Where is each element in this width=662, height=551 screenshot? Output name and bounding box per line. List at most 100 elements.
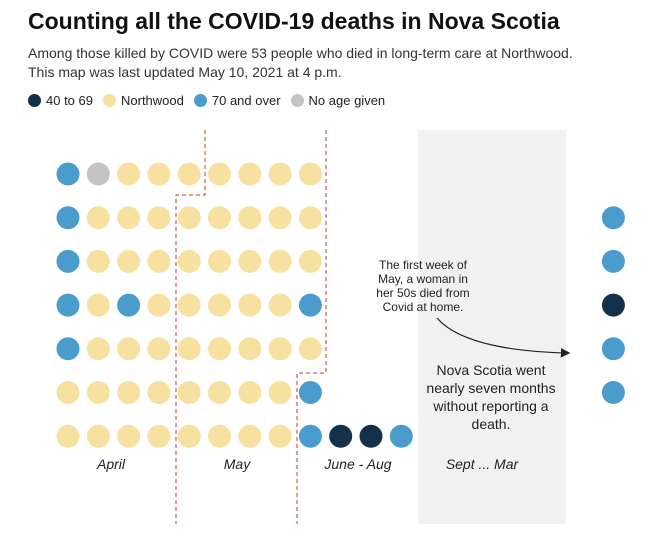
dot-northwood-c7-r3 <box>268 293 292 317</box>
annotation-arrow <box>436 317 571 358</box>
dot-northwood-c4-r6 <box>177 424 201 448</box>
dot-northwood-c2-r5 <box>117 381 141 404</box>
dot-70plus-c18-r1 <box>601 206 625 230</box>
dot-northwood-c0-r5 <box>56 381 80 404</box>
dot-northwood-c7-r0 <box>268 162 292 186</box>
dot-northwood-c4-r5 <box>177 381 201 404</box>
legend-swatch-40-69 <box>28 94 41 107</box>
dot-northwood-c3-r4 <box>147 337 171 361</box>
chart-subtitle: Among those killed by COVID were 53 peop… <box>28 44 573 82</box>
legend-label-40-69: 40 to 69 <box>46 93 93 108</box>
dot-northwood-c4-r1 <box>177 206 201 230</box>
dot-northwood-c6-r2 <box>238 249 262 273</box>
dot-northwood-c1-r1 <box>86 206 110 230</box>
april-may-divider <box>175 130 206 524</box>
period-label-may: May <box>224 456 251 472</box>
annotation-woman-line-1: The first week of <box>379 258 468 272</box>
dot-70plus-c0-r4 <box>56 337 80 361</box>
legend-label-northwood: Northwood <box>121 93 184 108</box>
dot-northwood-c5-r2 <box>208 249 231 273</box>
legend-label-no-age: No age given <box>308 93 386 108</box>
dot-unknown-c1-r0 <box>86 162 110 186</box>
dot-northwood-c4-r0 <box>177 162 201 186</box>
legend: 40 to 69 Northwood 70 and over No age gi… <box>28 93 395 108</box>
dot-northwood-c0-r6 <box>56 424 80 448</box>
legend-item-northwood: Northwood <box>103 93 184 108</box>
legend-swatch-northwood <box>103 94 116 107</box>
dot-70plus-c18-r5 <box>601 381 625 404</box>
dot-70plus-c18-r4 <box>601 337 625 361</box>
dot-northwood-c6-r5 <box>238 381 262 404</box>
dot-40-69-c10-r6 <box>359 424 383 448</box>
annotation-woman: The first week of May, a woman in her 50… <box>376 258 469 314</box>
annotation-woman-line-3: her 50s died from <box>376 286 469 300</box>
gap-period-band <box>418 130 566 524</box>
dot-northwood-c8-r4 <box>298 337 322 361</box>
dot-northwood-c7-r6 <box>268 424 292 448</box>
chart-title: Counting all the COVID-19 deaths in Nova… <box>28 8 560 34</box>
legend-swatch-no-age <box>290 94 304 107</box>
dot-northwood-c8-r0 <box>298 162 322 186</box>
period-label-sept-mar: Sept ... Mar <box>446 456 520 472</box>
dot-northwood-c5-r6 <box>208 424 231 448</box>
dot-northwood-c1-r6 <box>86 424 110 448</box>
dot-northwood-c3-r2 <box>147 249 171 273</box>
dot-70plus-c0-r1 <box>56 206 80 230</box>
dot-northwood-c2-r0 <box>117 162 141 186</box>
legend-label-70-over: 70 and over <box>211 93 281 108</box>
annotation-woman-line-4: Covid at home. <box>383 300 464 314</box>
dot-northwood-c4-r4 <box>177 337 201 361</box>
dot-northwood-c1-r5 <box>86 381 110 404</box>
dot-northwood-c6-r6 <box>238 424 262 448</box>
dot-northwood-c7-r2 <box>268 249 292 273</box>
legend-swatch-70-over <box>193 94 207 107</box>
dot-northwood-c5-r3 <box>208 293 231 317</box>
dot-northwood-c2-r2 <box>117 249 141 273</box>
dot-40-69-c9-r6 <box>329 424 353 448</box>
may-june-divider <box>296 130 327 524</box>
dot-70plus-c8-r5 <box>298 381 322 404</box>
dot-northwood-c1-r2 <box>86 249 110 273</box>
period-label-june-aug: June - Aug <box>323 456 391 472</box>
dot-northwood-c3-r3 <box>147 293 171 317</box>
subtitle-line-1: Among those killed by COVID were 53 peop… <box>28 45 573 61</box>
annotation-gap-line-1: Nova Scotia went <box>437 362 546 378</box>
dot-northwood-c7-r1 <box>268 206 292 230</box>
dot-northwood-c2-r6 <box>117 424 141 448</box>
dot-northwood-c2-r1 <box>117 206 141 230</box>
dot-70plus-c2-r3 <box>117 293 141 317</box>
dot-northwood-c4-r3 <box>177 293 201 317</box>
dot-northwood-c3-r0 <box>147 162 171 186</box>
dot-70plus-c0-r0 <box>56 162 80 186</box>
dot-northwood-c6-r1 <box>238 206 262 230</box>
annotation-gap-line-4: death. <box>472 416 511 432</box>
annotation-woman-line-2: May, a woman in <box>378 272 468 286</box>
dot-northwood-c2-r4 <box>117 337 141 361</box>
legend-item-40-69: 40 to 69 <box>28 93 93 108</box>
dots-group <box>56 162 625 448</box>
dot-northwood-c5-r5 <box>208 381 231 404</box>
dot-70plus-c8-r6 <box>298 424 322 448</box>
dot-70plus-c11-r6 <box>389 424 413 448</box>
dot-northwood-c4-r2 <box>177 249 201 273</box>
dot-northwood-c6-r3 <box>238 293 262 317</box>
dot-northwood-c6-r4 <box>238 337 262 361</box>
dot-70plus-c8-r3 <box>298 293 322 317</box>
dot-70plus-c0-r3 <box>56 293 80 317</box>
dot-northwood-c3-r6 <box>147 424 171 448</box>
dot-northwood-c7-r5 <box>268 381 292 404</box>
dot-northwood-c8-r2 <box>298 249 322 273</box>
dot-northwood-c7-r4 <box>268 337 292 361</box>
legend-item-no-age: No age given <box>290 93 386 108</box>
annotation-gap: Nova Scotia went nearly seven months wit… <box>426 362 555 432</box>
dot-northwood-c6-r0 <box>238 162 262 186</box>
dot-northwood-c8-r1 <box>298 206 322 230</box>
dot-northwood-c5-r1 <box>208 206 231 230</box>
annotation-gap-line-2: nearly seven months <box>426 380 555 396</box>
legend-item-70-over: 70 and over <box>193 93 281 108</box>
dot-70plus-c0-r2 <box>56 249 80 273</box>
period-label-april: April <box>96 456 126 472</box>
dot-northwood-c3-r1 <box>147 206 171 230</box>
dot-northwood-c1-r3 <box>86 293 110 317</box>
